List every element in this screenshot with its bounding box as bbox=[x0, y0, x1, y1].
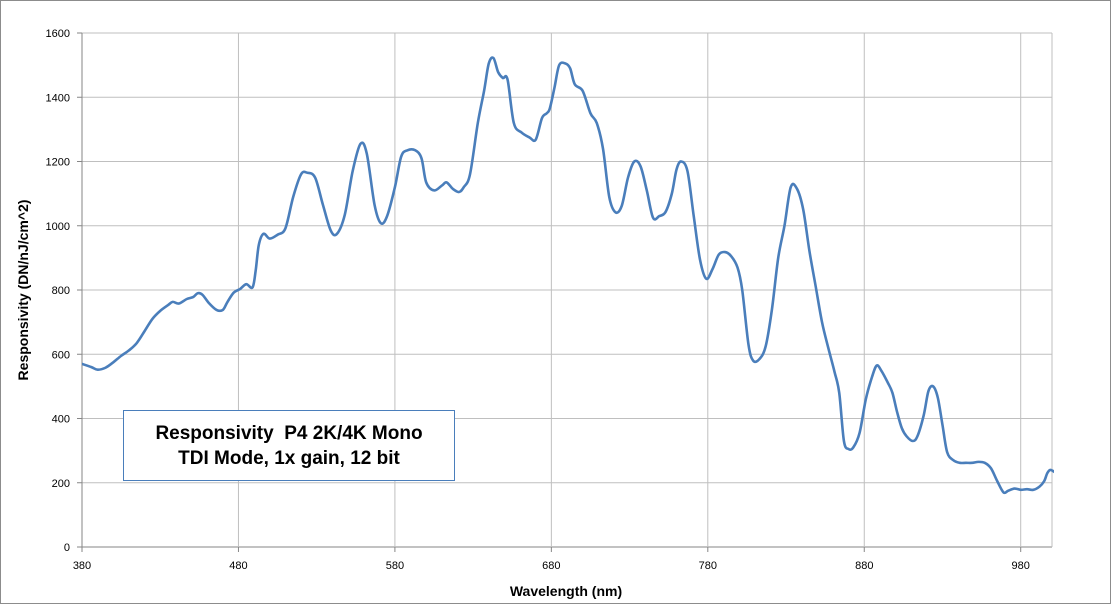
series-lines bbox=[82, 56, 1054, 495]
gridlines bbox=[77, 32, 1053, 552]
annotation-line-1: Responsivity P4 2K/4K Mono bbox=[155, 422, 423, 444]
y-tick-label: 1400 bbox=[46, 92, 70, 104]
y-tick-label: 400 bbox=[52, 414, 70, 426]
y-tick-label: 1000 bbox=[46, 221, 70, 233]
annotation-line-2: TDI Mode, 1x gain, 12 bit bbox=[178, 447, 400, 469]
y-axis-title: Responsivity (DN/nJ/cm^2) bbox=[15, 200, 31, 381]
x-tick-label: 880 bbox=[855, 560, 873, 572]
tick-labels: 0 200 400 600 800 1000 1200 1400 1600 380 480 580 68… bbox=[46, 28, 1030, 572]
x-tick-label: 480 bbox=[229, 560, 247, 572]
x-tick-label: 380 bbox=[73, 560, 91, 572]
x-tick-label: 980 bbox=[1012, 560, 1030, 572]
y-tick-label: 0 bbox=[64, 542, 70, 554]
y-tick-label: 600 bbox=[52, 349, 70, 361]
x-axis-title: Wavelength (nm) bbox=[510, 583, 622, 599]
y-tick-label: 1600 bbox=[46, 28, 70, 40]
y-tick-label: 800 bbox=[52, 285, 70, 297]
x-tick-label: 780 bbox=[699, 560, 717, 572]
series-line-0 bbox=[82, 56, 1054, 495]
x-tick-label: 680 bbox=[542, 560, 560, 572]
annotation-box: Responsivity P4 2K/4K Mono TDI Mode, 1x … bbox=[123, 410, 455, 481]
y-tick-label: 200 bbox=[52, 478, 70, 490]
x-tick-label: 580 bbox=[386, 560, 404, 572]
y-tick-label: 1200 bbox=[46, 157, 70, 169]
